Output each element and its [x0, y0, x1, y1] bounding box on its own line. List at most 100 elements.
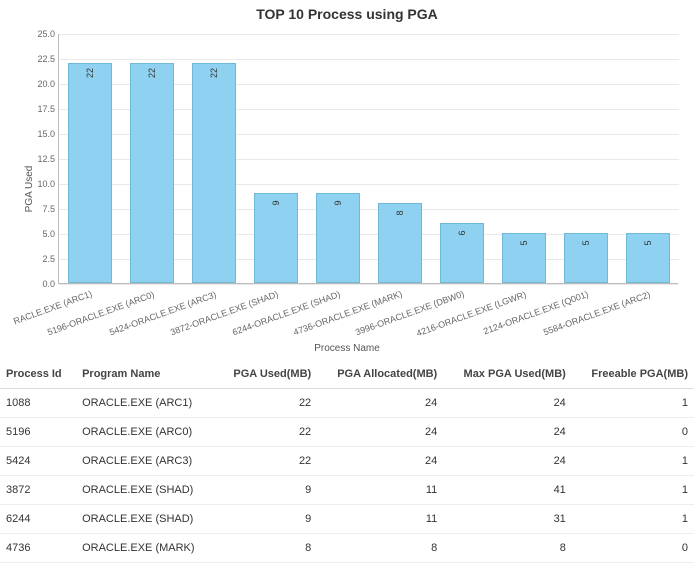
chart-bar: 5 — [564, 233, 607, 283]
table-cell: 22 — [216, 418, 317, 447]
chart-bar-value: 22 — [85, 68, 95, 78]
table-row: 5196ORACLE.EXE (ARC0)2224240 — [0, 418, 694, 447]
table-cell: 9 — [216, 476, 317, 505]
table-row: 4736ORACLE.EXE (MARK)8880 — [0, 534, 694, 563]
chart-area: PGA Used 0.0 2.5 5.0 7.5 10.0 12.5 15.0 17.5 20.… — [0, 24, 694, 354]
table-cell: 31 — [443, 505, 572, 534]
process-table: Process IdProgram NamePGA Used(MB)PGA Al… — [0, 360, 694, 563]
table-cell: ORACLE.EXE (MARK) — [76, 534, 216, 563]
chart-xtick: 4736-ORACLE.EXE (MARK) — [292, 289, 404, 338]
table-row: 5424ORACLE.EXE (ARC3)2224241 — [0, 447, 694, 476]
table-cell: 22 — [216, 447, 317, 476]
chart-ytick: 17.5 — [37, 104, 59, 114]
chart-bar-value: 22 — [209, 68, 219, 78]
chart-bar: 5 — [626, 233, 669, 283]
chart-xtick: 3996-ORACLE.EXE (DBW0) — [354, 289, 466, 338]
table-cell: 1 — [572, 505, 694, 534]
table-cell: ORACLE.EXE (SHAD) — [76, 476, 216, 505]
chart-xtick: 5196-ORACLE.EXE (ARC0) — [46, 289, 156, 337]
table-cell: 24 — [317, 389, 443, 418]
chart-gridline — [59, 34, 679, 35]
table-header-cell: Max PGA Used(MB) — [443, 360, 572, 389]
chart-bar-value: 9 — [271, 200, 281, 205]
chart-bar: 8 — [378, 203, 421, 283]
chart-xtick: 6244-ORACLE.EXE (SHAD) — [231, 289, 342, 337]
table-cell: 24 — [317, 418, 443, 447]
chart-ylabel: PGA Used — [24, 166, 35, 213]
chart-ytick: 7.5 — [42, 204, 59, 214]
table-cell: ORACLE.EXE (ARC3) — [76, 447, 216, 476]
table-header-cell: Freeable PGA(MB) — [572, 360, 694, 389]
chart-ytick: 10.0 — [37, 179, 59, 189]
chart-bar-value: 9 — [333, 200, 343, 205]
table-cell: 0 — [572, 418, 694, 447]
chart-bar: 22 — [192, 63, 235, 283]
chart-bar-value: 8 — [395, 210, 405, 215]
chart-bar-value: 5 — [643, 240, 653, 245]
chart-xlabel: Process Name — [314, 343, 380, 354]
table-cell: 11 — [317, 476, 443, 505]
table-header-cell: PGA Allocated(MB) — [317, 360, 443, 389]
table-cell: 24 — [443, 447, 572, 476]
table-cell: 11 — [317, 505, 443, 534]
table-cell: 4736 — [0, 534, 76, 563]
chart-xtick: 4216-ORACLE.EXE (LGWR) — [415, 289, 527, 338]
table-row: 3872ORACLE.EXE (SHAD)911411 — [0, 476, 694, 505]
table-cell: 8 — [216, 534, 317, 563]
chart-bar: 5 — [502, 233, 545, 283]
chart-xtick: 2124-ORACLE.EXE (Q001) — [482, 289, 590, 336]
chart-ytick: 25.0 — [37, 29, 59, 39]
chart-bar: 6 — [440, 223, 483, 283]
table-cell: 9 — [216, 505, 317, 534]
table-row: 6244ORACLE.EXE (SHAD)911311 — [0, 505, 694, 534]
chart-bar-value: 22 — [147, 68, 157, 78]
table-body: 1088ORACLE.EXE (ARC1)22242415196ORACLE.E… — [0, 389, 694, 563]
chart-ytick: 20.0 — [37, 79, 59, 89]
table-row: 1088ORACLE.EXE (ARC1)2224241 — [0, 389, 694, 418]
chart-bar: 22 — [68, 63, 111, 283]
chart-bar: 22 — [130, 63, 173, 283]
table-cell: 5196 — [0, 418, 76, 447]
chart-bar-value: 5 — [519, 240, 529, 245]
chart-title: TOP 10 Process using PGA — [0, 0, 694, 24]
chart-ytick: 22.5 — [37, 54, 59, 64]
table-cell: 6244 — [0, 505, 76, 534]
chart-xtick: 5584-ORACLE.EXE (ARC2) — [542, 289, 652, 337]
table-cell: 24 — [443, 418, 572, 447]
table-header-cell: PGA Used(MB) — [216, 360, 317, 389]
table-cell: 1 — [572, 447, 694, 476]
table-cell: 24 — [443, 389, 572, 418]
table-cell: 1 — [572, 476, 694, 505]
chart-ytick: 15.0 — [37, 129, 59, 139]
table-cell: 5424 — [0, 447, 76, 476]
chart-bar: 9 — [254, 193, 297, 283]
table-cell: 1088 — [0, 389, 76, 418]
chart-xtick: 5424-ORACLE.EXE (ARC3) — [108, 289, 218, 337]
chart-ytick: 0.0 — [42, 279, 59, 289]
table-cell: ORACLE.EXE (SHAD) — [76, 505, 216, 534]
table-cell: 3872 — [0, 476, 76, 505]
table-cell: 8 — [317, 534, 443, 563]
table-cell: 8 — [443, 534, 572, 563]
table-cell: 24 — [317, 447, 443, 476]
chart-gridline — [59, 284, 679, 285]
table-cell: 41 — [443, 476, 572, 505]
table-cell: ORACLE.EXE (ARC1) — [76, 389, 216, 418]
table-cell: 22 — [216, 389, 317, 418]
chart-plot: 0.02.55.07.510.012.515.017.520.022.525.0… — [58, 34, 678, 284]
table-cell: 0 — [572, 534, 694, 563]
table-header-row: Process IdProgram NamePGA Used(MB)PGA Al… — [0, 360, 694, 389]
chart-bar: 9 — [316, 193, 359, 283]
table-header-cell: Program Name — [76, 360, 216, 389]
chart-ytick: 12.5 — [37, 154, 59, 164]
chart-gridline — [59, 59, 679, 60]
table-cell: ORACLE.EXE (ARC0) — [76, 418, 216, 447]
chart-xtick: 3872-ORACLE.EXE (SHAD) — [169, 289, 280, 337]
chart-ytick: 2.5 — [42, 254, 59, 264]
chart-bar-value: 5 — [581, 240, 591, 245]
chart-ytick: 5.0 — [42, 229, 59, 239]
chart-bar-value: 6 — [457, 230, 467, 235]
page-root: TOP 10 Process using PGA PGA Used 0.0 2.5… — [0, 0, 694, 563]
table-header-cell: Process Id — [0, 360, 76, 389]
table-cell: 1 — [572, 389, 694, 418]
